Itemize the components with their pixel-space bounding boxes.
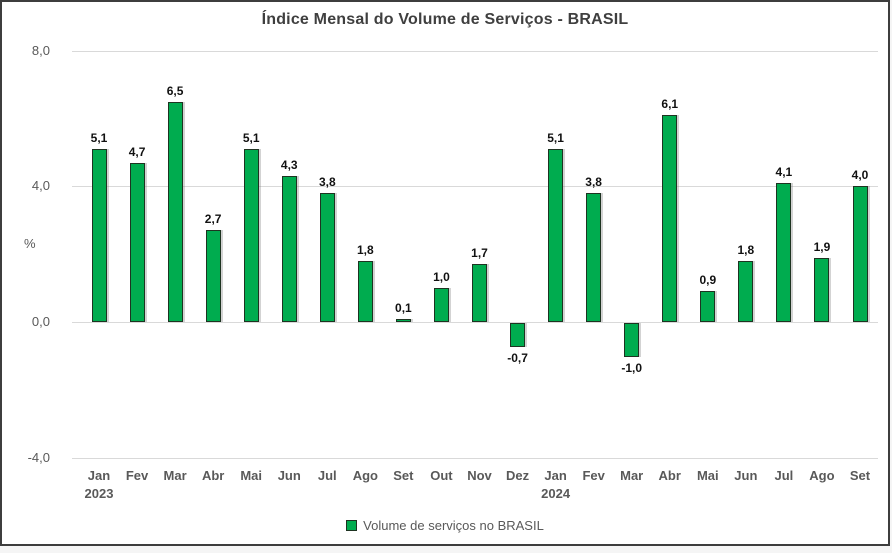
bar-value-label: -0,7 (507, 350, 528, 365)
gridline (72, 50, 878, 52)
gridline (72, 186, 878, 188)
x-tick-month: Jun (277, 468, 301, 483)
legend-swatch (346, 520, 358, 531)
bar (510, 323, 526, 347)
gridline (72, 322, 878, 323)
x-tick-month: Abr (658, 468, 681, 483)
y-tick-label: 4,0 (31, 178, 50, 194)
bar (91, 149, 107, 322)
chart-title: Índice Mensal do Volume de Serviços - BR… (261, 11, 629, 28)
bar (472, 264, 487, 322)
bar (586, 193, 602, 322)
bar-value-label: 0,9 (699, 273, 717, 288)
x-tick-year: 2024 (541, 486, 571, 501)
bar-value-label: 1,7 (471, 246, 488, 261)
x-tick-month: Mai (240, 468, 263, 483)
bar-value-label: 4,1 (775, 165, 793, 179)
x-tick-month: Set (849, 468, 871, 483)
bar-value-label: 4,3 (280, 158, 298, 173)
bar (776, 183, 792, 322)
legend-label: Volume de serviços no BRASIL (363, 518, 544, 533)
bar-value-label: 2,7 (204, 212, 222, 227)
x-tick-month: Jan (544, 468, 567, 483)
bar (167, 101, 183, 322)
x-tick-month: Mar (620, 468, 644, 483)
bar (319, 193, 335, 322)
y-tick-label: 8,0 (31, 42, 50, 58)
bar-value-label: 0,1 (395, 300, 412, 315)
bar-value-label: 1,0 (433, 270, 450, 285)
bar-value-label: 3,8 (585, 175, 602, 190)
y-axis-label: % (24, 236, 36, 252)
y-tick-label: 0,0 (31, 314, 50, 329)
x-tick-month: Out (430, 468, 453, 483)
bar-value-label: 6,1 (661, 97, 679, 112)
x-tick-month: Jun (734, 468, 758, 483)
x-tick-month: Jul (317, 468, 337, 483)
x-tick-month: Jul (774, 468, 794, 483)
bar-value-label: 1,9 (813, 239, 831, 254)
bar (433, 288, 449, 322)
x-tick-month: Dez (505, 468, 530, 483)
bar (129, 162, 145, 322)
x-tick-month: Fev (125, 468, 149, 483)
x-tick-month: Set (393, 468, 414, 483)
bar (624, 323, 640, 357)
bar-value-label: 6,5 (166, 83, 184, 98)
bar-value-label: 5,1 (242, 131, 260, 146)
bar (395, 318, 411, 322)
bar (243, 149, 259, 322)
bar (281, 176, 297, 322)
x-tick-month: Jan (87, 468, 111, 483)
y-tick-label: -4,0 (27, 449, 50, 465)
x-tick-month: Mar (163, 468, 187, 483)
x-tick-year: 2023 (84, 486, 114, 501)
x-tick-month: Abr (201, 468, 225, 483)
bar-value-label: 1,8 (737, 242, 755, 257)
gridline (72, 457, 878, 459)
bar-value-label: 5,1 (547, 131, 564, 146)
bar-value-label: -1,0 (621, 360, 643, 375)
legend: Volume de serviços no BRASIL (2, 518, 888, 533)
bar (548, 149, 564, 322)
bar (814, 257, 830, 322)
bar-value-label: 1,8 (357, 242, 374, 257)
x-tick-month: Ago (809, 468, 835, 483)
bar (662, 115, 678, 322)
x-tick-month: Mai (696, 468, 719, 483)
x-tick-month: Nov (467, 468, 492, 483)
bar-value-label: 4,0 (851, 168, 869, 183)
x-tick-month: Ago (352, 468, 378, 483)
bar (205, 230, 221, 322)
bar (852, 186, 868, 322)
bar-value-label: 5,1 (90, 131, 108, 146)
bar-value-label: 3,8 (318, 175, 336, 190)
x-tick-month: Fev (582, 468, 605, 483)
bar (700, 291, 716, 322)
bar (357, 260, 373, 322)
bar (738, 260, 754, 322)
chart: Índice Mensal do Volume de Serviços - BR… (2, 2, 888, 544)
bar-value-label: 4,7 (128, 144, 146, 159)
